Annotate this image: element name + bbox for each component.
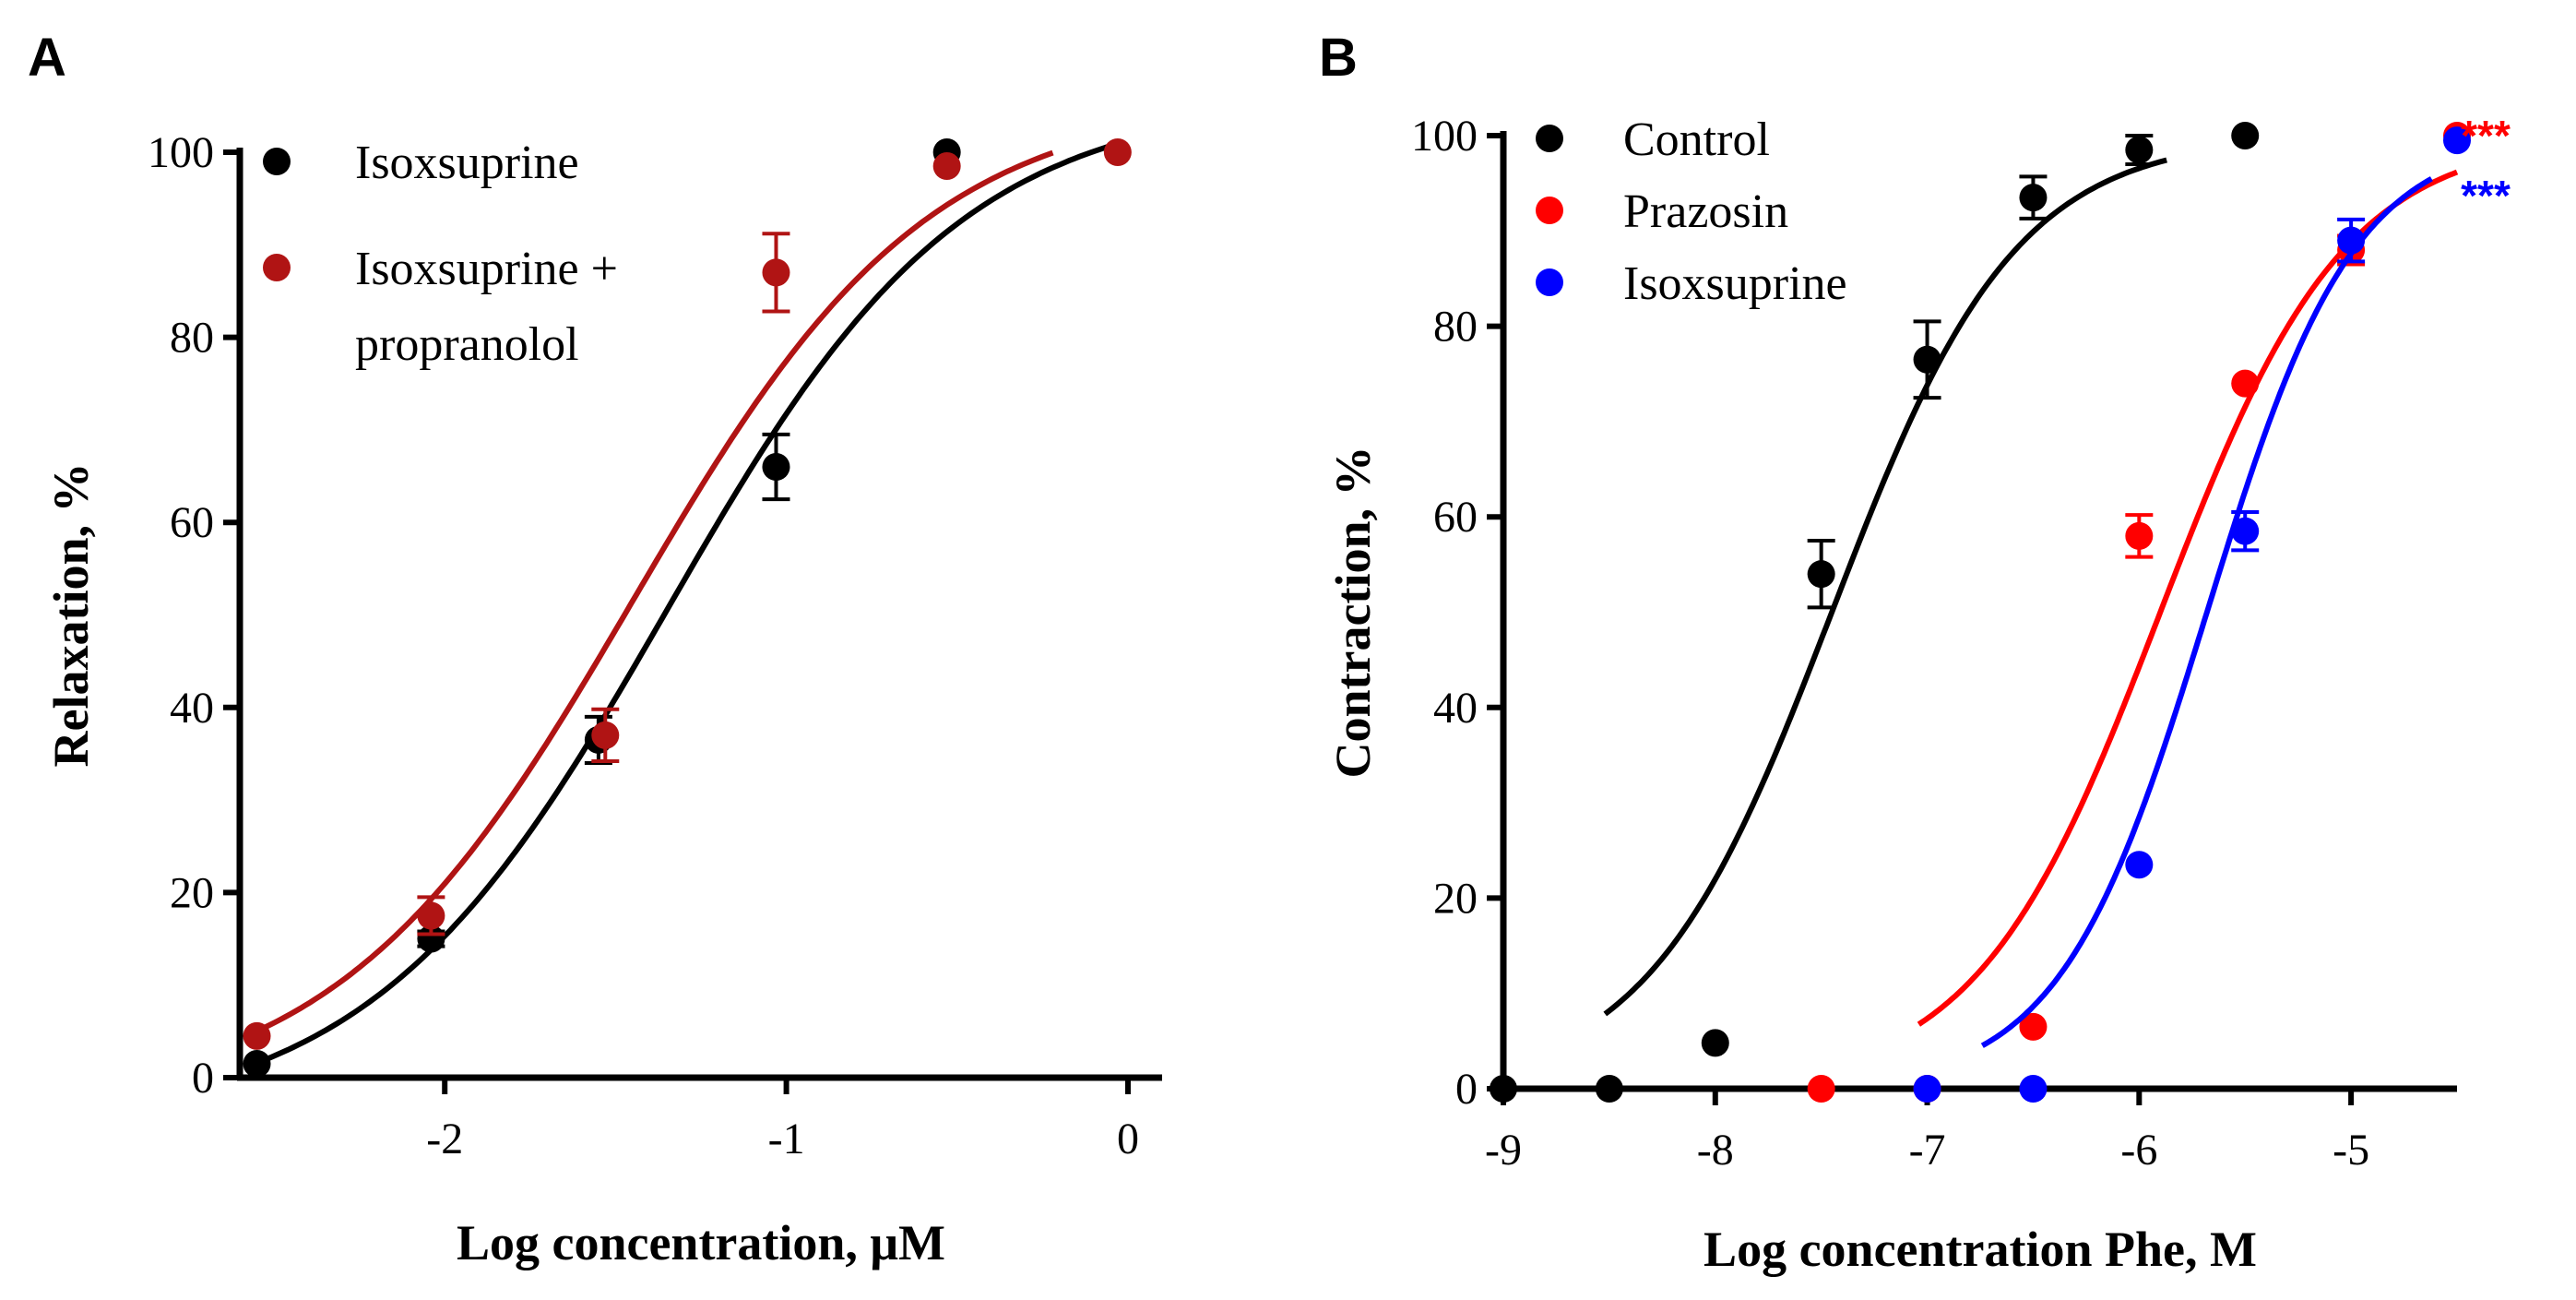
panel-b-series-2-point [2019,1012,2048,1041]
panel-b-series-3-point [2231,517,2260,545]
panel-b-series-1-point [1595,1075,1623,1103]
panel-a-series-2-point [417,901,445,930]
panel-a-series-2-point [932,152,961,181]
panel-b-y-tick-label: 100 [1411,112,1478,161]
panel-a-series-1-point [243,1049,271,1078]
panel-b-y-tick-label: 40 [1433,684,1478,733]
panel-label-a: A [28,28,66,88]
panel-b-series-2-legend-label: Prazosin [1623,185,1788,238]
panel-b-series-3-point [2443,126,2471,155]
panel-b-series-3-fit-line [1980,176,2433,1048]
panel-b-series-2-fit-line [1917,169,2459,1027]
panel-a-series-1-legend-marker [263,148,291,175]
chart-a: 0 20 40 60 80 100 -2 -1 0 Log concentration, μM Re… [43,128,1162,1270]
panel-label-b: B [1319,28,1358,88]
panel-a-y-tick-label: 80 [170,314,214,363]
panel-a-y-tick-label: 100 [148,128,214,177]
panel-b-y-tick-label: 0 [1455,1065,1478,1114]
panel-b-x-tick-label: -5 [2333,1126,2369,1175]
panel-a-series-1-legend-label: Isoxsuprine [355,137,579,189]
panel-b-significance-1: *** [2461,112,2511,160]
panel-b-significance-2: *** [2461,172,2511,220]
panel-b-y-tick-label: 60 [1433,493,1478,542]
panel-a-y-tick-label: 20 [170,868,214,917]
panel-b-y-tick-label: 20 [1433,874,1478,923]
panel-b-x-tick-label: -7 [1909,1126,1946,1175]
panel-b-series-3-point [2125,851,2154,879]
panel-b-series-2-point [1807,1075,1835,1103]
panel-b-series-3-legend-label: Isoxsuprine [1623,257,1847,310]
panel-a-series-1-fit-line [249,140,1119,1068]
panel-a-series-1-point [762,453,790,482]
panel-b-x-tick-label: -8 [1697,1126,1734,1175]
panel-a-series-2-legend-label: propranolol [355,318,579,371]
panel-b-series-1-point [2019,184,2048,212]
panel-a-series-2-point [1103,138,1132,166]
panel-b-series-3-point [2019,1075,2048,1103]
panel-b-series-3-legend-marker [1536,268,1563,296]
panel-a-y-axis-title: Relaxation, % [43,463,99,768]
panel-b-y-tick-label: 80 [1433,303,1478,352]
panel-b-series-1-point [2231,122,2260,149]
panel-a-y-tick-label: 0 [192,1054,214,1103]
panel-a-y-tick-label: 60 [170,498,214,547]
panel-a-x-tick-label: -2 [426,1115,463,1163]
panel-b-y-axis-title: Contraction, % [1325,447,1381,779]
panel-a-series-1-point [417,924,445,953]
panel-b-x-tick-label: -6 [2120,1126,2157,1175]
panel-a-x-tick-label: -1 [768,1115,805,1163]
panel-a-series-2-point [762,258,790,287]
panel-a-x-tick-label: 0 [1117,1115,1139,1163]
chart-b: 0 20 40 60 80 100 -9 -8 -7 -6 -5 Log concentration … [1325,112,2511,1277]
panel-a-x-axis-title: Log concentration, μM [457,1215,945,1270]
panel-b-series-1-point [1807,560,1835,589]
panel-b-x-axis-title: Log concentration Phe, M [1703,1222,2257,1277]
panel-a-series-2-fit-line [248,149,1054,1037]
panel-a-series-2-legend-label: Isoxsuprine + [355,243,618,295]
panel-b-series-1-legend-label: Control [1623,113,1770,166]
panel-b-series-1-legend-marker [1536,125,1563,152]
panel-b-series-3-point [1913,1075,1941,1103]
panel-b-series-2-legend-marker [1536,197,1563,224]
panel-a-series-2-point [243,1021,271,1050]
panel-b-series-2-point [2125,521,2154,550]
panel-b-series-1-point [2125,136,2154,164]
panel-b-series-2-point [2231,369,2260,398]
panel-b-series-1-point [1701,1029,1729,1057]
panel-b-series-3-point [2337,226,2366,255]
panel-a-series-2-point [591,721,620,749]
panel-a-series-2-legend-marker [263,254,291,281]
panel-b-series-1-fit-line [1603,157,2167,1017]
panel-a-y-tick-label: 40 [170,684,214,733]
panel-b-series-1-point [1913,345,1941,374]
panel-b-x-tick-label: -9 [1485,1126,1522,1175]
panel-b-series-1-point [1490,1075,1517,1103]
